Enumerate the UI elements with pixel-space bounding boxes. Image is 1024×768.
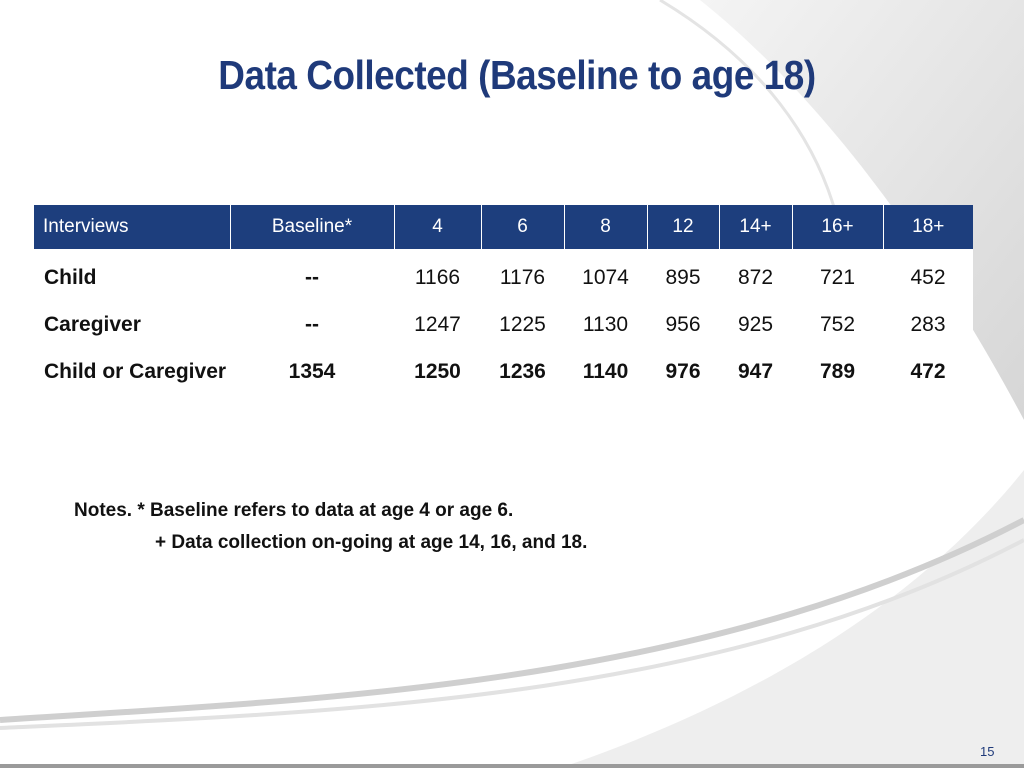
page-title: Data Collected (Baseline to age 18) [218, 52, 816, 98]
column-header: 16+ [792, 205, 884, 249]
table-cell: 789 [819, 360, 856, 383]
table-cell: 472 [910, 360, 946, 383]
table-cell: 956 [665, 313, 701, 336]
table-cell: 1140 [582, 360, 629, 383]
data-table: Interviews Baseline* 4 6 8 12 14+ 16+ 18… [34, 205, 973, 402]
row-label: Child or Caregiver [44, 360, 227, 383]
table-cell: 452 [910, 266, 946, 289]
table-cell: 1225 [499, 313, 546, 336]
column-header: 18+ [883, 205, 973, 249]
table-cell: 976 [665, 360, 701, 383]
table-cell: 1236 [499, 360, 546, 383]
table-cell: 925 [737, 313, 774, 336]
column-header: 4 [394, 205, 482, 249]
table-row: Child or Caregiver 1354 1250 1236 1140 9… [34, 355, 973, 402]
table-cell: 1247 [414, 313, 461, 336]
table-header-row: Interviews Baseline* 4 6 8 12 14+ 16+ 18… [34, 205, 973, 249]
table-cell: -- [305, 313, 319, 336]
table-cell: 1130 [582, 313, 629, 336]
notes: Notes. * Baseline refers to data at age … [74, 495, 587, 559]
table-row: Child -- 1166 1176 1074 895 872 721 452 [34, 249, 973, 308]
table-cell: 721 [819, 266, 856, 289]
table-cell: 947 [737, 360, 774, 383]
data-table-panel: Interviews Baseline* 4 6 8 12 14+ 16+ 18… [34, 205, 973, 478]
table-cell: 872 [737, 266, 774, 289]
column-header: 14+ [719, 205, 793, 249]
column-header: Baseline* [230, 205, 395, 249]
table-cell: 895 [665, 266, 701, 289]
column-header: 6 [481, 205, 565, 249]
table-cell: 1074 [582, 266, 629, 289]
column-header: 12 [647, 205, 720, 249]
column-header: Interviews [34, 205, 231, 249]
notes-line-baseline: Notes. * Baseline refers to data at age … [74, 500, 514, 521]
row-label: Child [44, 266, 97, 289]
table-cell: -- [305, 266, 319, 289]
table-cell: 752 [819, 313, 856, 336]
column-header: 8 [564, 205, 648, 249]
row-label: Caregiver [44, 313, 141, 336]
table-row: Caregiver -- 1247 1225 1130 956 925 752 … [34, 308, 973, 355]
table-cell: 1354 [288, 360, 336, 383]
page-number: 15 [980, 744, 995, 759]
notes-line-ongoing: + Data collection on-going at age 14, 16… [155, 532, 588, 553]
table-cell: 283 [910, 313, 946, 336]
table-cell: 1166 [414, 266, 461, 289]
table-cell: 1176 [499, 266, 546, 289]
table-cell: 1250 [414, 360, 461, 383]
